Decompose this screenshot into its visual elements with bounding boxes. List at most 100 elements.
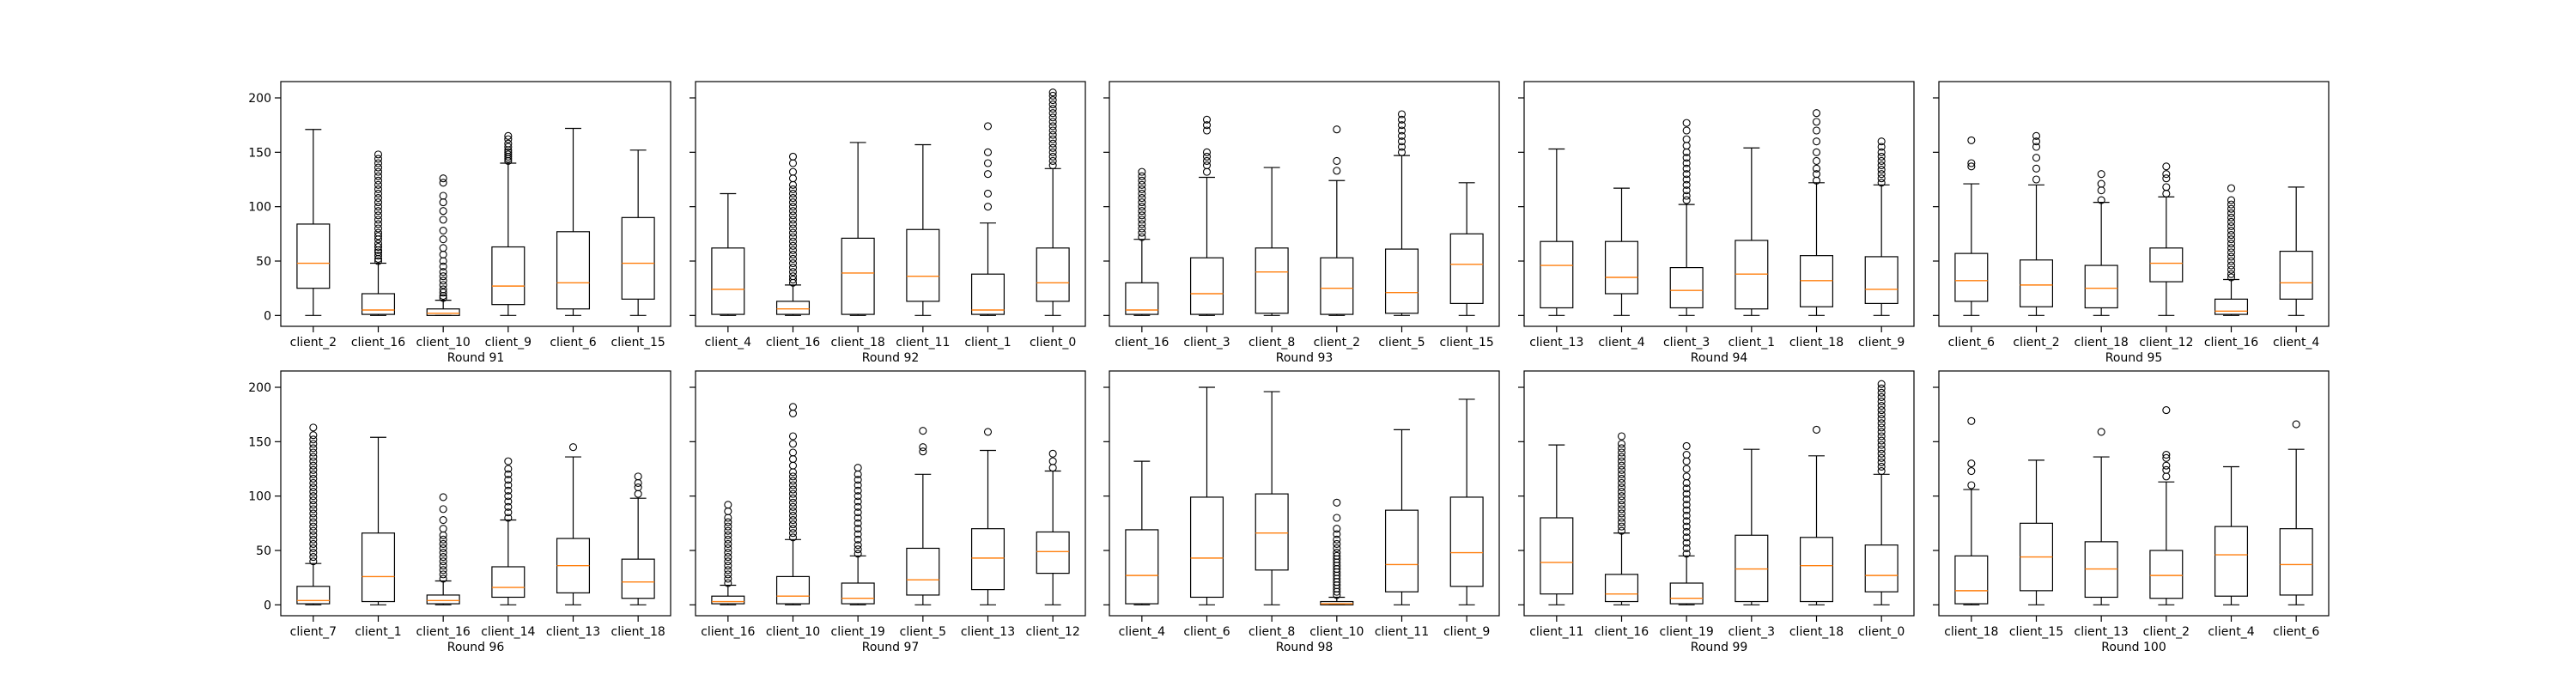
outlier-point	[1202, 161, 1212, 170]
outlier-point	[439, 289, 447, 297]
x-tick-label: client_13	[961, 625, 1015, 639]
outlier-point	[983, 428, 993, 436]
box-client_11	[906, 143, 940, 316]
x-tick-label: client_18	[831, 336, 885, 350]
outlier-point	[1138, 203, 1146, 211]
x-tick-label: client_4	[2208, 625, 2254, 639]
outlier-point	[374, 180, 383, 189]
outlier-point	[2227, 257, 2236, 265]
outlier-point	[439, 515, 447, 525]
outlier-point	[309, 544, 318, 553]
outlier-point	[2097, 170, 2105, 179]
outlier-point	[2162, 461, 2171, 470]
outlier-point	[2227, 240, 2236, 248]
outlier-point	[504, 143, 513, 151]
outlier-point	[309, 457, 318, 465]
outlier-point	[1877, 410, 1886, 419]
x-axis-label: Round 92	[862, 351, 920, 365]
iqr-box	[1954, 555, 1989, 605]
box-client_18	[1799, 109, 1834, 316]
iqr-box	[1384, 509, 1419, 593]
outlier-point	[1682, 550, 1691, 558]
outlier-point	[1812, 148, 1821, 156]
outlier-point	[1877, 388, 1886, 397]
axes-frame	[280, 81, 671, 327]
x-tick-label: client_3	[1183, 336, 1230, 350]
outlier-point	[788, 511, 798, 520]
box-client_18	[1954, 416, 1989, 605]
box-client_8	[1255, 167, 1289, 316]
iqr-box	[1864, 256, 1899, 304]
outlier-point	[2162, 453, 2171, 462]
box-client_15	[1449, 182, 1484, 316]
box-client_18	[841, 142, 875, 316]
iqr-box	[491, 566, 526, 599]
box-client_3	[1669, 119, 1704, 316]
box-client_13	[970, 428, 1005, 605]
outlier-point	[724, 526, 732, 535]
outlier-point	[2032, 143, 2041, 151]
x-tick-label: client_10	[416, 336, 471, 350]
outlier-point	[439, 262, 447, 271]
iqr-box	[1604, 574, 1639, 603]
outlier-point	[788, 228, 798, 237]
outlier-point	[309, 483, 318, 492]
outlier-point	[1877, 166, 1886, 174]
outlier-point	[374, 257, 383, 265]
iqr-box	[1125, 282, 1159, 315]
outlier-point	[1682, 196, 1691, 204]
outlier-point	[2032, 164, 2041, 173]
outlier-point	[1138, 224, 1146, 233]
outlier-point	[2227, 196, 2236, 204]
outlier-point	[1877, 466, 1886, 476]
outlier-point	[1617, 440, 1626, 448]
outlier-point	[1877, 179, 1886, 187]
outlier-point	[1617, 501, 1626, 509]
outlier-point	[788, 275, 798, 284]
box-client_4	[711, 192, 745, 316]
x-tick-label: client_12	[1026, 625, 1080, 639]
outlier-point	[1617, 496, 1626, 505]
outlier-point	[854, 486, 862, 495]
outlier-point	[1138, 220, 1146, 228]
outlier-point	[504, 131, 513, 140]
x-tick-label: client_10	[1309, 625, 1364, 639]
box-client_4	[1125, 460, 1159, 605]
outlier-point	[309, 444, 318, 453]
boxplot-panel: client_16 client_10 client_19 client_5 clien…	[690, 370, 1086, 654]
iqr-box	[296, 586, 331, 605]
outlier-point	[854, 508, 862, 517]
outlier-point	[439, 285, 447, 294]
outlier-point	[309, 501, 318, 509]
outlier-point	[309, 440, 318, 448]
x-tick-label: client_8	[1249, 336, 1295, 350]
outlier-point	[2227, 184, 2236, 192]
iqr-box	[361, 532, 396, 603]
outlier-point	[2227, 222, 2236, 231]
outlier-point	[1682, 484, 1691, 493]
iqr-box	[2214, 526, 2249, 597]
outlier-point	[309, 522, 318, 531]
outlier-point	[634, 483, 642, 492]
outlier-point	[374, 198, 383, 207]
box-client_13	[1540, 148, 1574, 316]
box-client_6	[1954, 136, 1989, 316]
outlier-point	[309, 492, 318, 501]
iqr-box	[1540, 517, 1574, 595]
box-client_11	[1540, 444, 1574, 605]
outlier-point	[2227, 244, 2236, 252]
outlier-point	[2097, 179, 2105, 188]
box-client_16	[426, 493, 460, 605]
outlier-point	[439, 557, 447, 566]
outlier-point	[1617, 465, 1626, 474]
box-client_16	[1604, 432, 1639, 605]
outlier-point	[1682, 489, 1691, 498]
box-client_1	[361, 436, 396, 605]
iqr-box	[2019, 259, 2054, 307]
axes-frame	[1938, 370, 2330, 617]
x-tick-label: client_0	[1858, 625, 1905, 639]
box-client_18	[621, 472, 655, 605]
outlier-point	[1682, 517, 1691, 526]
x-tick-label: client_16	[1115, 336, 1169, 350]
